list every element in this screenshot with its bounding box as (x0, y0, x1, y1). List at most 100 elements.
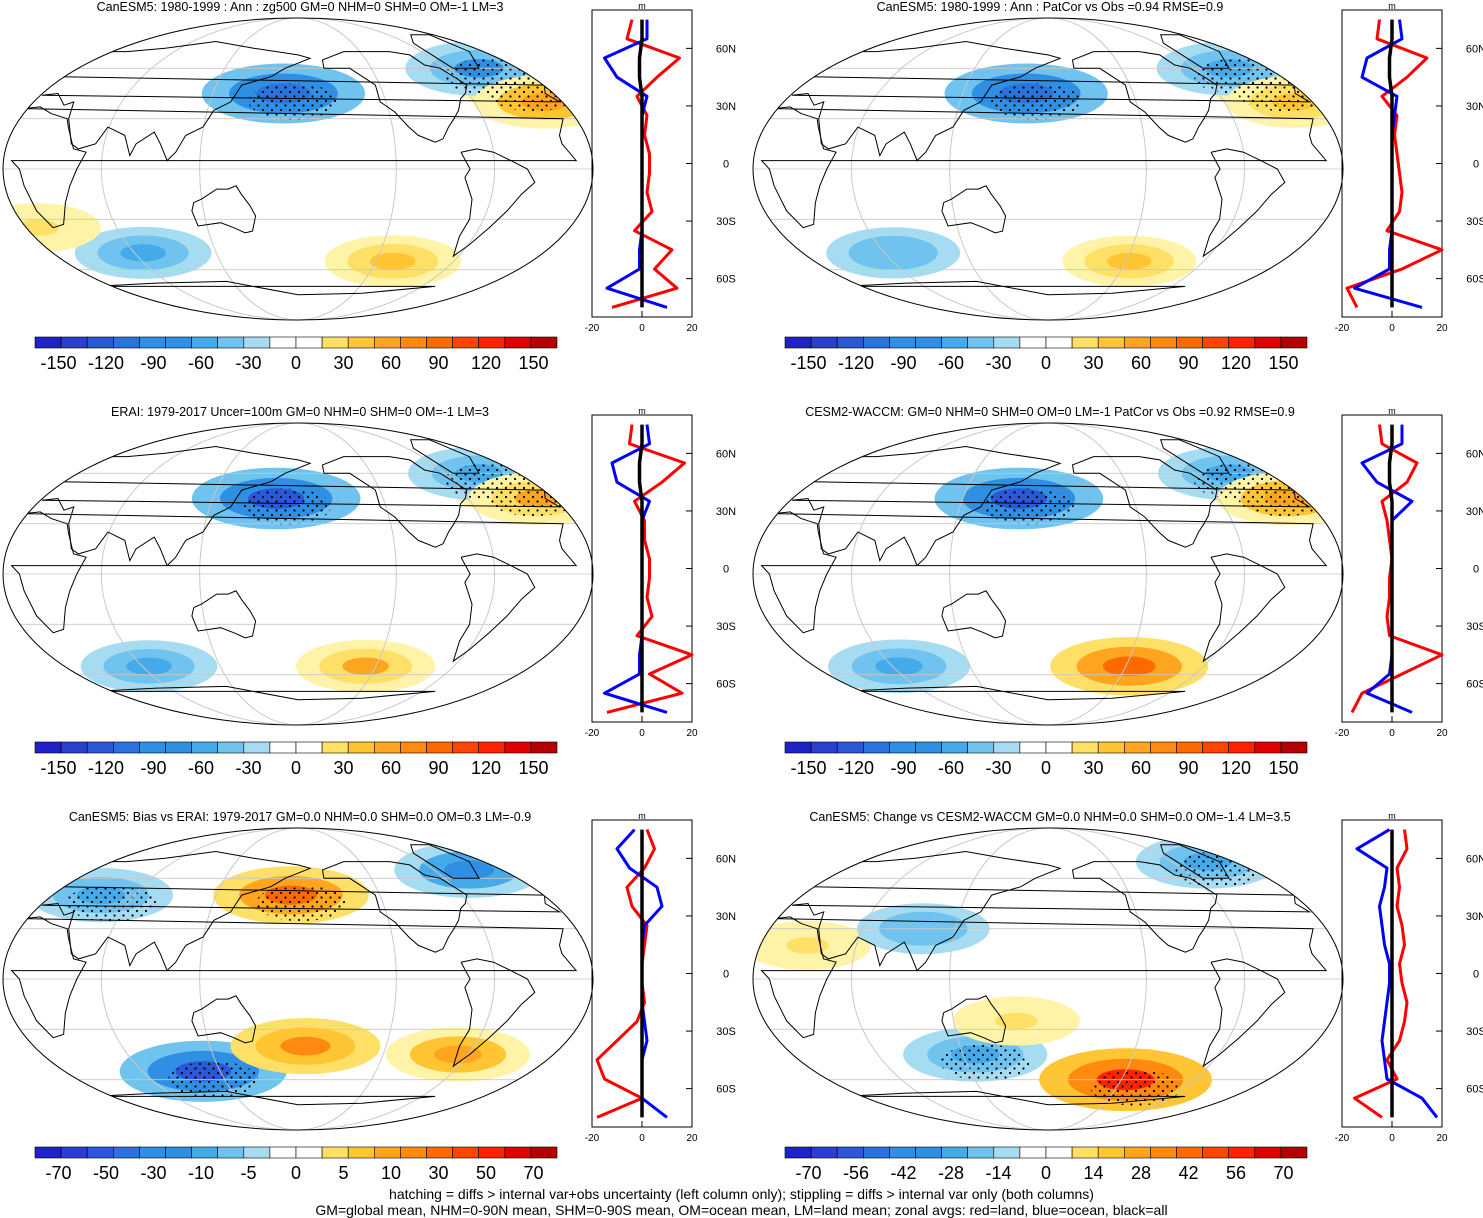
colorbar-swatch (321, 336, 349, 349)
anomaly-blob (870, 244, 916, 262)
colorbar-swatch (269, 1146, 297, 1159)
colorbar-swatch (60, 741, 88, 754)
zonal-xtick-label: 0 (639, 1133, 645, 1144)
zonal-lat-label: 60N (716, 448, 736, 460)
panel-title: ERAI: 1979-2017 Uncer=100m GM=0 NHM=0 SH… (111, 405, 489, 419)
panel-title: CESM2-WACCM: GM=0 NHM=0 SHM=0 OM=0 LM=-1… (805, 405, 1295, 419)
colorbar-swatch (1280, 336, 1308, 349)
colorbar-swatch (34, 741, 62, 754)
zonal-xtick-label: 20 (1436, 323, 1448, 334)
zonal-xtick-label: 0 (1389, 728, 1395, 739)
colorbar-swatch (60, 1146, 88, 1159)
colorbar-swatch (165, 336, 192, 349)
stipple-region (255, 885, 346, 922)
coastline (191, 995, 257, 1044)
colorbar-swatch (993, 741, 1021, 754)
zonal-xlabel: m (638, 1, 646, 11)
colorbar-swatch (1228, 1146, 1256, 1159)
colorbar-tick-label: 90 (428, 758, 448, 778)
colorbar-swatch (784, 741, 812, 754)
graticule-lon (949, 423, 1147, 725)
colorbar-tick-label: -150 (40, 353, 76, 373)
zonal-lat-label: 30N (716, 506, 736, 518)
coastline (41, 445, 562, 567)
coastline (941, 185, 1007, 234)
chart-panel: -150 -120 -90 -60 -30 0 30 60 90 120 150 -20 0 20 m 60N… (2, 1, 736, 373)
anomaly-blob (995, 1012, 1038, 1030)
graticule-lon (199, 828, 397, 1130)
colorbar-swatch (139, 741, 166, 754)
colorbar-swatch (1150, 741, 1177, 754)
zonal-lat-label: 60N (1466, 853, 1483, 865)
panel-title: CanESM5: 1980-1999 : Ann : zg500 GM=0 NH… (96, 0, 504, 14)
colorbar-swatch (1071, 1146, 1099, 1159)
colorbar-swatch (1097, 336, 1125, 349)
graticule-lon (100, 423, 496, 725)
map-area (3, 828, 593, 1130)
zonal-xtick-label: 20 (686, 1133, 698, 1144)
stipple-region (248, 83, 339, 120)
colorbar-swatch (1045, 1146, 1073, 1159)
colorbar-tick-label: -10 (188, 1163, 214, 1183)
colorbar-tick-label: -70 (795, 1163, 821, 1183)
colorbar-swatch (1124, 741, 1151, 754)
colorbar-swatch (373, 1146, 401, 1159)
colorbar-swatch (165, 1146, 192, 1159)
colorbar-swatch (191, 741, 219, 754)
zonal-xtick-label: -20 (585, 728, 600, 739)
coastline (791, 850, 1312, 972)
colorbar-swatch (1045, 741, 1073, 754)
colorbar-tick-label: 0 (291, 353, 301, 373)
colorbar-swatch (1097, 1146, 1125, 1159)
stipple-region (65, 885, 156, 922)
map-border (752, 422, 1344, 726)
colorbar-tick-label: -60 (938, 353, 964, 373)
colorbar-tick-label: -5 (240, 1163, 256, 1183)
colorbar-tick-label: -60 (938, 758, 964, 778)
coastline (410, 844, 480, 879)
zonal-lat-label: 30N (1466, 101, 1483, 113)
colorbar-swatch (889, 336, 916, 349)
zonal-line-land (595, 829, 656, 1119)
coastline (452, 958, 536, 1068)
graticule-lon (100, 18, 496, 320)
colorbar-swatch (889, 741, 916, 754)
zonal-line-all (637, 19, 644, 308)
colorbar-tick-label: -30 (140, 1163, 166, 1183)
colorbar-swatch (347, 1146, 375, 1159)
colorbar-swatch (478, 1146, 506, 1159)
map-area (3, 18, 593, 320)
stipple-region (443, 463, 534, 500)
zonal-lat-label: 60S (1466, 1084, 1483, 1096)
zonal-xtick-label: 20 (1436, 1133, 1448, 1144)
colorbar-swatch (1019, 1146, 1047, 1159)
colorbar-tick-label: -90 (890, 758, 916, 778)
zonal-lat-label: 0 (723, 564, 729, 576)
anomaly-blob (1102, 656, 1156, 677)
colorbar-swatch (967, 1146, 995, 1159)
coastline (1202, 553, 1286, 663)
map-border (2, 827, 594, 1131)
colorbar-swatch (347, 741, 375, 754)
colorbar-swatch (452, 741, 480, 754)
colorbar-swatch (34, 1146, 62, 1159)
coastline (191, 185, 257, 234)
zonal-lat-label: 0 (1473, 564, 1479, 576)
colorbar-tick-label: 60 (1131, 353, 1151, 373)
zonal-xtick-label: -20 (1335, 1133, 1350, 1144)
colorbar-swatch (967, 741, 995, 754)
colorbar-swatch (373, 336, 401, 349)
map-border (752, 17, 1344, 321)
coastline (92, 1090, 436, 1106)
map-border (2, 422, 594, 726)
stipple-region (1172, 851, 1263, 888)
colorbar-tick-label: 150 (518, 353, 548, 373)
colorbar-tick-label: -120 (88, 353, 124, 373)
colorbar-tick-label: 0 (1041, 353, 1051, 373)
colorbar-tick-label: 90 (1178, 758, 1198, 778)
zonal-xlabel: m (1388, 406, 1396, 416)
anomaly-blob (342, 657, 389, 676)
colorbar-swatch (1254, 336, 1282, 349)
stipple-region (443, 58, 534, 95)
zonal-lat-label: 30S (1466, 1026, 1483, 1038)
